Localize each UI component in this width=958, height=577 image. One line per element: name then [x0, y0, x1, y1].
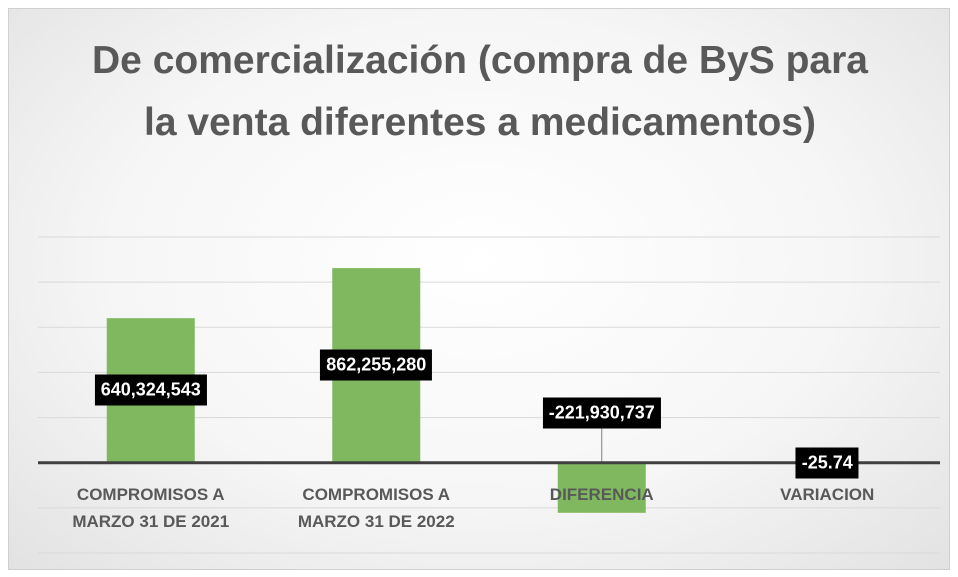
x-tick-label: DIFERENCIA	[549, 484, 654, 504]
data-label: 640,324,543	[94, 374, 207, 406]
data-label: -221,930,737	[542, 397, 661, 429]
x-tick-label: VARIACION	[780, 484, 875, 504]
x-tick-label: COMPROMISOS A MARZO 31 DE 2021	[72, 484, 230, 531]
chart-title: De comercialización (compra de ByS para …	[92, 39, 868, 144]
data-label: 862,255,280	[320, 349, 433, 381]
data-label: -25.74	[795, 447, 859, 479]
bar	[557, 462, 646, 513]
chart-frame	[8, 8, 950, 570]
x-tick-label: COMPROMISOS A MARZO 31 DE 2022	[297, 484, 455, 531]
